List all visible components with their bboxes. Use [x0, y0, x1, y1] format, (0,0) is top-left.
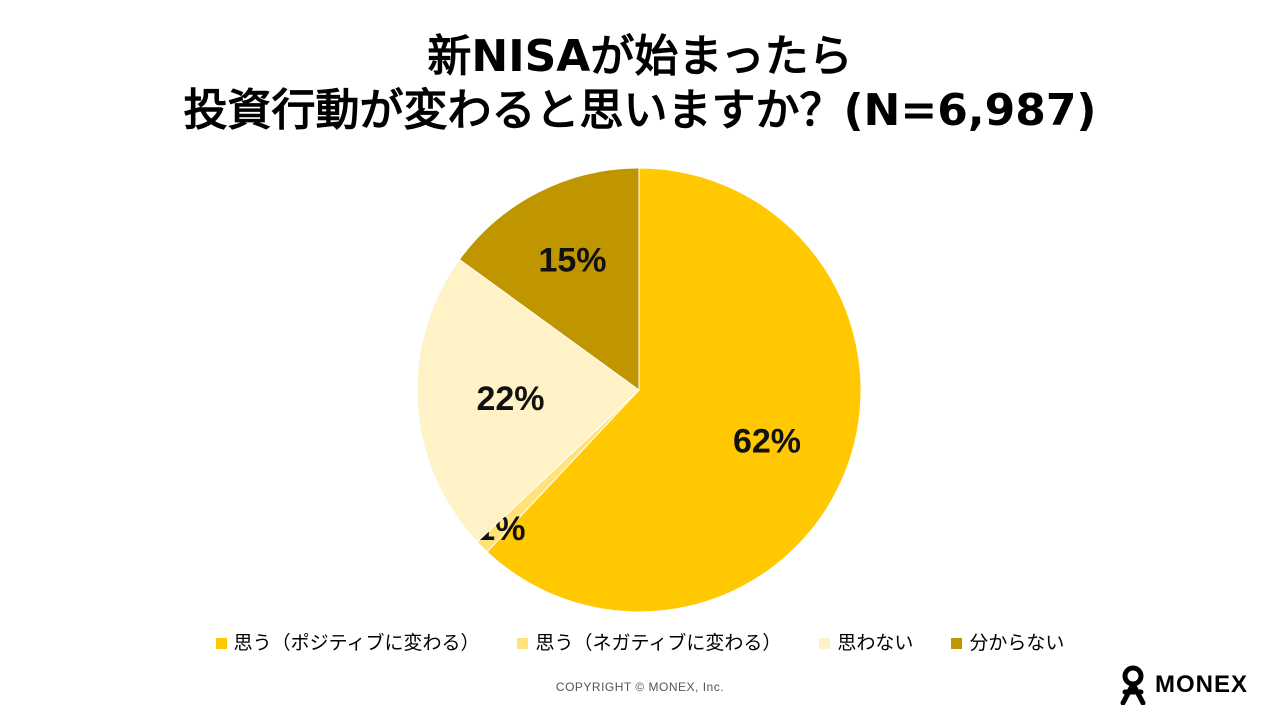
- chart-title: 新NISAが始まったら 投資行動が変わると思いますか？(N=6,987): [0, 30, 1280, 138]
- pie-slice-1: [486, 167, 862, 613]
- monex-figure-icon: [1120, 665, 1146, 705]
- chart-title-line1: 新NISAが始まったら: [427, 31, 853, 82]
- copyright-text: COPYRIGHT © MONEX, Inc.: [555, 680, 725, 694]
- legend-swatch-3: [819, 637, 831, 649]
- pie-slice-3: [416, 258, 640, 543]
- monex-logo: MONEX: [1117, 665, 1248, 705]
- monex-logo-text: MONEX: [1154, 671, 1248, 698]
- pie-slice-4: [458, 167, 640, 391]
- legend-item-4: 分からない: [951, 630, 1064, 656]
- legend-label-4: 分からない: [969, 632, 1065, 654]
- legend-label-1: 思う（ポジティブに変わる）: [233, 632, 480, 654]
- chart-title-line2: 投資行動が変わると思いますか？(N=6,987): [183, 85, 1097, 136]
- slice-data-label-4: 15%: [538, 241, 606, 279]
- slice-data-label-1: 62%: [733, 423, 801, 461]
- legend-swatch-1: [215, 637, 227, 649]
- legend-item-1: 思う（ポジティブに変わる）: [215, 630, 480, 656]
- slice-data-label-3: 22%: [476, 380, 544, 418]
- legend-label-3: 思わない: [837, 632, 914, 654]
- legend-label-2: 思う（ネガティブに変わる）: [535, 632, 782, 654]
- legend: 思う（ポジティブに変わる） 思う（ネガティブに変わる） 思わない 分からない: [0, 630, 1280, 656]
- legend-swatch-4: [951, 637, 963, 649]
- legend-item-3: 思わない: [819, 630, 913, 656]
- legend-item-2: 思う（ネガティブに変わる）: [517, 630, 781, 656]
- legend-swatch-2: [517, 637, 529, 649]
